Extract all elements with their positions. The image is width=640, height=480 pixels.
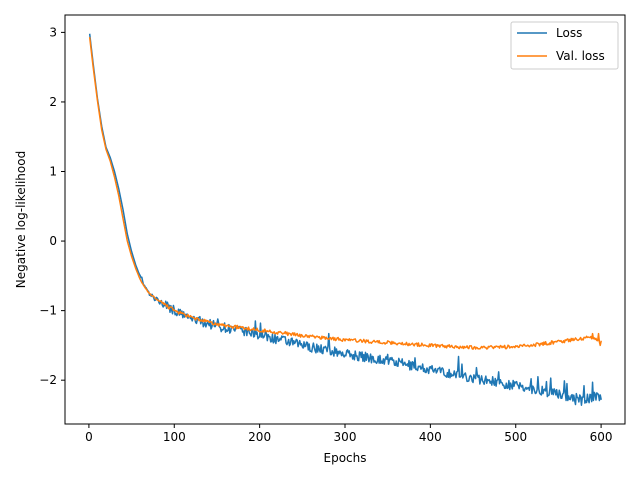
legend-label-loss: Loss: [556, 26, 582, 40]
plot-background: [65, 15, 625, 424]
x-axis-label: Epochs: [324, 451, 367, 465]
legend: Loss Val. loss: [510, 21, 619, 70]
y-tick-label: 0: [49, 234, 57, 248]
y-tick-label: −1: [39, 304, 57, 318]
x-tick-label: 500: [504, 430, 527, 444]
x-tick-label: 300: [334, 430, 357, 444]
x-tick-label: 0: [85, 430, 93, 444]
x-tick-label: 100: [163, 430, 186, 444]
y-tick-label: −2: [39, 373, 57, 387]
series-line-loss: [88, 33, 602, 406]
plot-area: [65, 15, 625, 424]
y-axis-ticks: −2 −1 0 1 2 3: [39, 25, 65, 387]
y-axis-label: Negative log-likelihood: [14, 151, 28, 288]
y-tick-label: 2: [49, 95, 57, 109]
series-layer: [88, 33, 602, 406]
series-line-val-loss: [88, 37, 602, 350]
x-axis-ticks: 0 100 200 300 400 500 600: [85, 424, 613, 444]
y-tick-label: 3: [49, 25, 57, 39]
y-tick-label: 1: [49, 165, 57, 179]
x-tick-label: 200: [248, 430, 271, 444]
x-tick-label: 400: [419, 430, 442, 444]
x-tick-label: 600: [590, 430, 613, 444]
legend-label-val-loss: Val. loss: [556, 49, 605, 63]
